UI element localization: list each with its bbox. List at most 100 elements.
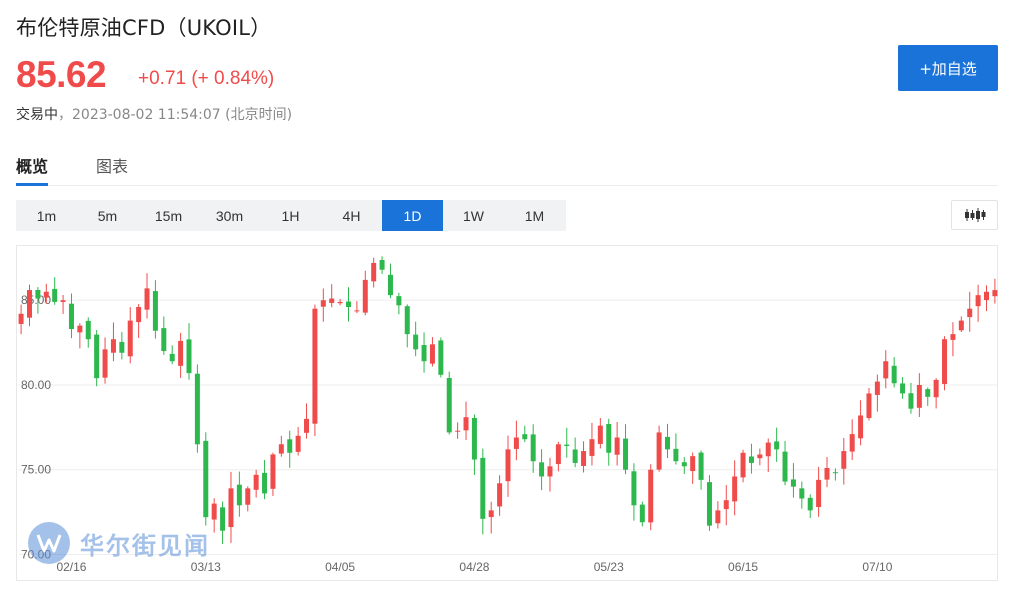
instrument-title: 布伦特原油CFD（UKOIL）	[16, 16, 272, 40]
period-selector: 1m 5m 15m 30m 1H 4H 1D 1W 1M	[16, 200, 566, 231]
candle-body	[278, 444, 284, 454]
candle-body	[706, 482, 712, 526]
candle-body	[572, 449, 578, 463]
candle-body	[194, 373, 200, 445]
candle-body	[312, 308, 318, 424]
candle-body	[18, 313, 24, 324]
x-tick-label: 06/15	[728, 560, 758, 574]
candle-body	[253, 474, 259, 490]
tab-bar: 概览 图表	[16, 150, 998, 186]
candle-body	[984, 291, 990, 301]
candle-body	[900, 383, 906, 394]
period-1w[interactable]: 1W	[463, 207, 484, 224]
candle-body	[169, 353, 175, 362]
candle-body	[681, 462, 687, 467]
candle-body	[471, 417, 477, 460]
candle-body	[220, 507, 226, 531]
x-tick-label: 02/16	[56, 560, 86, 574]
candle-body	[908, 393, 914, 409]
candle-body	[665, 436, 671, 450]
candle-body	[891, 365, 897, 384]
y-tick-label: 75.00	[21, 463, 51, 477]
candle-body	[933, 379, 939, 398]
candle-body	[480, 457, 486, 519]
candle-body	[337, 301, 343, 304]
candle-body	[799, 488, 805, 499]
candle-body	[68, 303, 74, 330]
candle-body	[497, 483, 503, 507]
chart-type-button[interactable]	[951, 200, 998, 230]
candle-body	[136, 307, 142, 323]
candle-body	[824, 468, 830, 480]
candle-body	[849, 434, 855, 452]
period-1d[interactable]: 1D	[382, 200, 443, 231]
candle-body	[874, 381, 880, 395]
candle-body	[211, 503, 217, 520]
candle-body	[631, 471, 637, 506]
candle-body	[547, 466, 553, 477]
x-tick-label: 07/10	[862, 560, 892, 574]
candle-body	[144, 288, 150, 310]
candle-body	[723, 500, 729, 510]
candle-body	[85, 320, 91, 340]
period-1m[interactable]: 1m	[36, 207, 57, 224]
candle-body	[295, 435, 301, 452]
candle-body	[396, 296, 402, 306]
candle-body	[975, 295, 981, 307]
candle-body	[942, 339, 948, 384]
candle-body	[387, 274, 393, 296]
last-price: 85.62	[16, 54, 107, 95]
candle-body	[581, 451, 587, 466]
candle-body	[446, 377, 452, 433]
quote-timestamp: ，2023-08-02 11:54:07 (北京时间)	[58, 107, 293, 123]
period-30m[interactable]: 30m	[215, 207, 244, 224]
candle-body	[816, 479, 822, 508]
tab-chart[interactable]: 图表	[96, 157, 129, 176]
candle-body	[35, 289, 41, 299]
candle-body	[732, 476, 738, 502]
candle-body	[152, 291, 158, 331]
candle-body	[958, 320, 964, 331]
period-1mo[interactable]: 1M	[524, 207, 545, 224]
candle-body	[765, 442, 771, 457]
candle-body	[94, 334, 100, 379]
candle-body	[236, 484, 242, 506]
candle-body	[925, 389, 931, 397]
x-tick-label: 03/13	[191, 560, 221, 574]
candle-body	[807, 497, 813, 511]
tab-overview[interactable]: 概览	[16, 153, 49, 186]
x-tick-label: 04/05	[325, 560, 355, 574]
candle-body	[555, 444, 561, 465]
candle-body	[270, 454, 276, 489]
price-chart[interactable]: 85.00 80.00 75.00 70.00 02/16 03/13 04/05 04/28…	[16, 245, 998, 581]
add-to-watchlist-button[interactable]: +加自选	[898, 45, 998, 91]
candle-body	[858, 415, 864, 439]
candle-body	[673, 448, 679, 462]
candle-body	[438, 340, 444, 375]
period-5m[interactable]: 5m	[97, 207, 118, 224]
candle-body	[26, 290, 32, 318]
period-1h[interactable]: 1H	[281, 207, 300, 224]
candle-body	[748, 456, 754, 463]
candle-body	[782, 451, 788, 482]
candle-body	[43, 291, 49, 298]
candle-body	[648, 469, 654, 523]
price-change: +0.71 (+ 0.84%)	[138, 68, 275, 89]
candle-body	[623, 438, 629, 470]
candle-body	[950, 334, 956, 340]
candle-body	[774, 441, 780, 450]
candle-body	[77, 325, 83, 333]
candle-body	[110, 339, 116, 353]
candle-body	[379, 259, 385, 270]
candle-body	[404, 306, 410, 335]
candle-body	[262, 472, 268, 494]
candle-body	[371, 262, 377, 282]
y-tick-label: 70.00	[21, 547, 51, 561]
candle-body	[639, 504, 645, 523]
period-4h[interactable]: 4H	[342, 207, 361, 224]
candle-body	[614, 437, 620, 455]
period-15m[interactable]: 15m	[154, 207, 183, 224]
candle-body	[740, 452, 746, 478]
candle-body	[421, 345, 427, 362]
